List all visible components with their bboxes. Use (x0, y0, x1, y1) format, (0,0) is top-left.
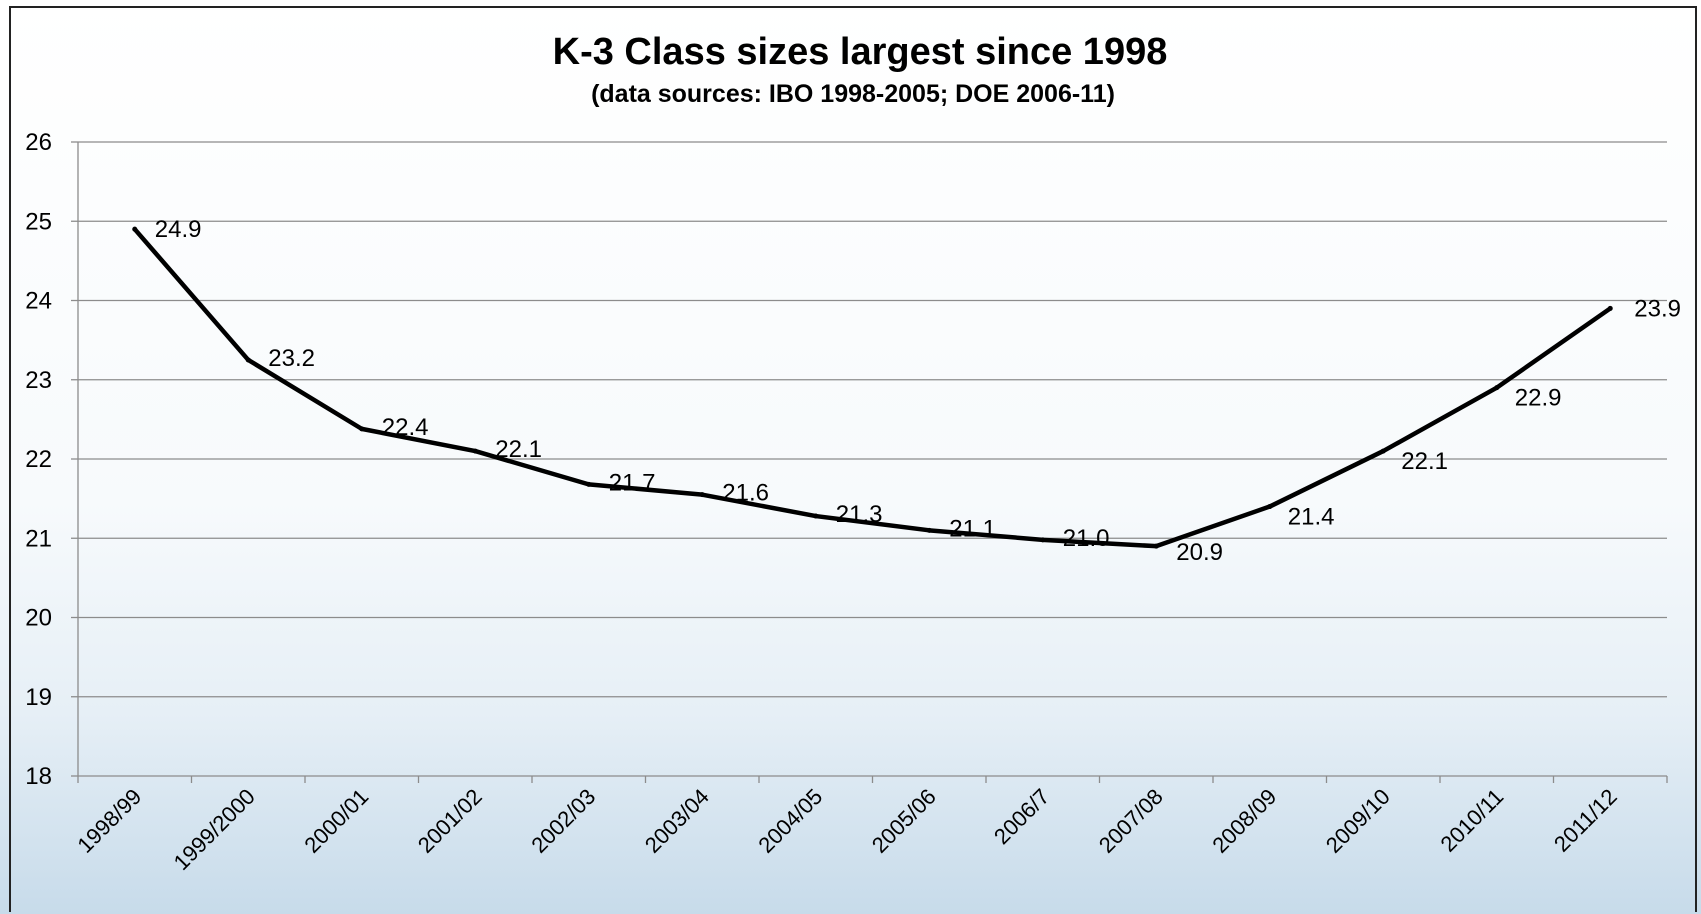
y-tick-label: 21 (25, 525, 52, 552)
x-tick-label: 1998/99 (72, 784, 146, 858)
series-line (135, 229, 1611, 546)
data-point (586, 482, 591, 487)
data-labels: 24.9 23.2 22.4 22.1 21.7 21.6 21.3 21.1 21.0 20.9… (155, 216, 1681, 566)
gridlines (78, 142, 1667, 697)
data-point (1381, 449, 1386, 454)
data-label: 22.4 (382, 414, 429, 441)
data-label: 21.3 (836, 501, 883, 528)
data-point (927, 528, 932, 533)
data-point (813, 514, 818, 519)
data-label: 21.7 (609, 469, 656, 496)
data-point (1154, 544, 1159, 549)
data-label: 21.0 (1063, 525, 1110, 552)
y-tick-label: 22 (25, 446, 52, 473)
data-label: 21.1 (949, 515, 996, 542)
data-label: 23.2 (268, 345, 315, 372)
x-tick-label: 2010/11 (1436, 784, 1509, 857)
x-tick-label: 2011/12 (1549, 784, 1622, 857)
data-point (1608, 306, 1613, 311)
data-point (1040, 537, 1045, 542)
x-tick-label: 2006/7 (989, 784, 1054, 849)
x-tick-label: 2005/06 (867, 784, 941, 858)
y-tick-label: 26 (25, 129, 52, 156)
data-point (246, 357, 251, 362)
data-point (473, 449, 478, 454)
data-label: 23.9 (1634, 295, 1681, 322)
data-point (1494, 385, 1499, 390)
y-tick-label: 25 (25, 208, 52, 235)
x-tick-label: 2002/03 (526, 784, 600, 858)
data-point (1267, 504, 1272, 509)
data-point (700, 492, 705, 497)
data-label: 21.6 (722, 480, 769, 507)
chart-title: K-3 Class sizes largest since 1998 (553, 31, 1168, 73)
x-tick-label: 2009/10 (1321, 784, 1395, 858)
x-tick-label: 2000/01 (299, 784, 373, 858)
x-tick-label: 1999/2000 (169, 784, 260, 875)
y-tick-label: 20 (25, 605, 52, 632)
y-tick-label: 23 (25, 367, 52, 394)
x-tick-label: 2001/02 (413, 784, 487, 858)
data-label: 22.1 (495, 436, 542, 463)
x-tick-label: 2007/08 (1094, 784, 1168, 858)
data-point (132, 227, 137, 232)
data-label: 22.1 (1401, 448, 1448, 475)
chart-subtitle: (data sources: IBO 1998-2005; DOE 2006-1… (591, 80, 1115, 108)
data-label: 24.9 (155, 216, 202, 243)
data-label: 20.9 (1176, 539, 1223, 566)
data-label: 22.9 (1515, 385, 1562, 412)
y-tick-label: 18 (25, 763, 52, 790)
y-tick-label: 24 (25, 288, 52, 315)
x-tick-label: 2003/04 (640, 784, 714, 858)
x-tick-label: 2008/09 (1207, 784, 1281, 858)
y-tick-label: 19 (25, 684, 52, 711)
data-point (359, 426, 364, 431)
x-tick-label: 2004/05 (753, 784, 827, 858)
data-label: 21.4 (1288, 504, 1335, 531)
